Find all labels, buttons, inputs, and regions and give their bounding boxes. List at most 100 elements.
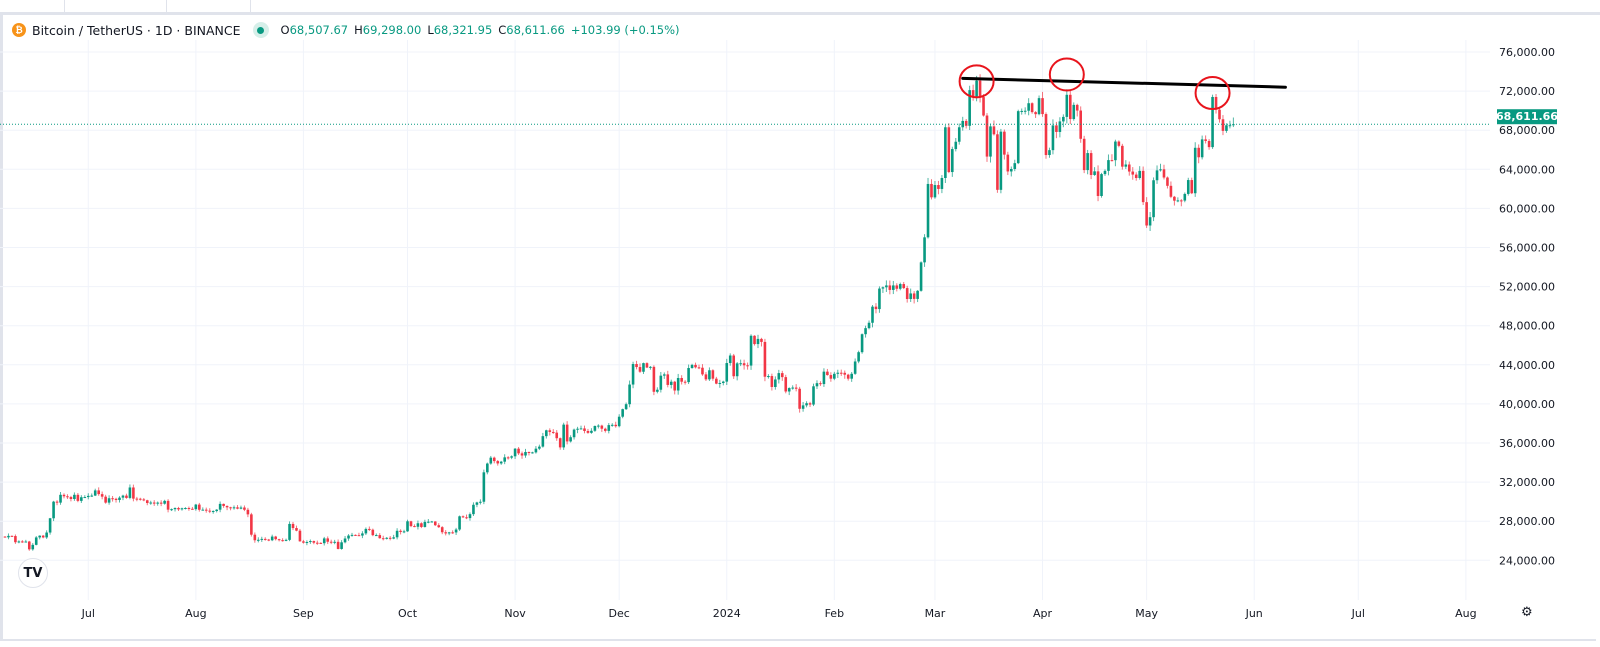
- candle-body: [433, 521, 437, 526]
- candle-body: [163, 500, 166, 504]
- candle-body: [607, 425, 611, 431]
- candle-body: [520, 453, 524, 456]
- candle-body: [565, 424, 569, 442]
- candle-body: [399, 530, 402, 532]
- x-tick-label: Aug: [185, 607, 206, 620]
- candle-body: [413, 526, 416, 528]
- x-tick-label: Mar: [925, 607, 946, 620]
- candle-body: [211, 511, 215, 513]
- candle-body: [69, 497, 73, 500]
- y-tick-label: 48,000.00: [1499, 320, 1555, 333]
- change-value: +103.99 (+0.15%): [570, 23, 680, 37]
- tradingview-logo-icon[interactable]: TV: [18, 558, 48, 588]
- candle-body: [1173, 196, 1176, 201]
- candle-body: [1193, 147, 1197, 194]
- candle-body: [947, 127, 951, 173]
- candle-body: [916, 290, 919, 299]
- candle-body: [326, 538, 330, 542]
- candle-body: [38, 535, 41, 538]
- chart-legend: ₿ Bitcoin / TetherUS · 1D · BINANCE O68,…: [12, 21, 686, 39]
- candle-body: [1211, 96, 1214, 148]
- candle-body: [996, 134, 999, 190]
- candle-body: [97, 490, 100, 495]
- candle-body: [371, 529, 375, 536]
- candle-body: [1197, 147, 1200, 158]
- candle-body: [718, 382, 722, 384]
- x-tick-label: Sep: [293, 607, 314, 620]
- candle-body: [465, 517, 468, 519]
- candle-body: [631, 364, 635, 385]
- candle-body: [73, 494, 76, 500]
- candle-body: [1141, 170, 1145, 203]
- candle-body: [239, 507, 243, 509]
- candle-body: [517, 448, 520, 454]
- resistance-trendline: [961, 76, 1287, 89]
- candle-body: [204, 509, 208, 511]
- candle-body: [298, 530, 302, 542]
- candle-body: [721, 381, 725, 383]
- candle-body: [409, 521, 413, 527]
- candle-body: [753, 335, 756, 345]
- candle-body: [312, 541, 316, 543]
- candle-body: [333, 541, 336, 543]
- candle-body: [260, 538, 264, 540]
- candle-body: [524, 451, 527, 456]
- candle-body: [305, 542, 309, 544]
- candle-body: [1100, 174, 1103, 196]
- peak-circle-annotation: [958, 64, 995, 99]
- candle-body: [555, 432, 559, 439]
- candle-body: [617, 416, 621, 427]
- symbol-title[interactable]: Bitcoin / TetherUS · 1D · BINANCE: [32, 22, 241, 38]
- candle-body: [1093, 171, 1096, 175]
- candle-body: [1082, 138, 1086, 171]
- candle-body: [198, 504, 201, 510]
- candle-body: [739, 363, 742, 365]
- candle-body: [1051, 125, 1055, 151]
- candle-body: [270, 536, 274, 541]
- candle-body: [583, 428, 586, 431]
- candle-body: [291, 523, 295, 529]
- candle-body: [982, 97, 985, 116]
- candle-body: [1034, 112, 1037, 115]
- candle-body: [531, 452, 534, 454]
- candle-body: [45, 532, 48, 538]
- candle-body: [1062, 116, 1065, 122]
- candle-body: [10, 535, 14, 537]
- candle-body: [940, 177, 944, 189]
- candle-body: [791, 387, 794, 389]
- candle-body: [253, 534, 257, 541]
- candle-body: [725, 363, 729, 382]
- candle-body: [170, 509, 173, 511]
- candle-body: [191, 508, 194, 510]
- candle-body: [1204, 139, 1207, 141]
- candle-body: [86, 495, 90, 498]
- candle-body: [295, 528, 298, 531]
- candle-body: [999, 131, 1003, 190]
- candle-body: [336, 541, 340, 549]
- candle-body: [1114, 141, 1117, 161]
- candle-body: [427, 521, 430, 523]
- candle-body: [1155, 170, 1159, 181]
- candle-body: [388, 537, 392, 539]
- market-status-icon[interactable]: [252, 22, 269, 38]
- candle-body: [957, 127, 961, 142]
- candle-body: [551, 431, 555, 433]
- candle-body: [41, 535, 45, 538]
- candle-body: [610, 424, 614, 426]
- candle-body: [100, 494, 104, 497]
- candle-body: [31, 544, 35, 550]
- candle-body: [222, 503, 225, 506]
- candle-body: [888, 285, 892, 290]
- candle-body: [937, 185, 940, 189]
- y-tick-label: 40,000.00: [1499, 398, 1555, 411]
- candle-body: [225, 505, 229, 508]
- candle-body: [423, 521, 427, 527]
- candle-body: [1041, 98, 1044, 115]
- settings-icon[interactable]: ⚙: [1521, 605, 1533, 620]
- candle-body: [923, 237, 926, 263]
- candle-body: [1068, 94, 1072, 120]
- candle-body: [604, 428, 607, 431]
- candle-body: [1152, 180, 1155, 218]
- candle-body: [801, 405, 805, 409]
